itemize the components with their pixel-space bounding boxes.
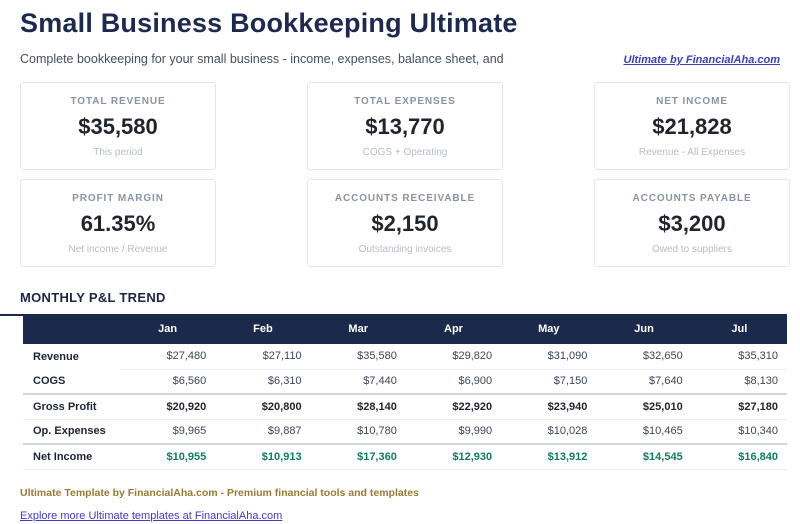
pnl-header-month: Jun: [596, 314, 692, 345]
pnl-header-month: Mar: [310, 314, 406, 345]
cell-value: $9,965: [120, 419, 216, 445]
cell-value: $25,010: [596, 393, 692, 420]
cell-value: $13,912: [501, 443, 597, 470]
kpi-value: $21,828: [652, 114, 732, 140]
cell-value: $8,130: [691, 369, 787, 395]
footer-tagline: Ultimate Template by FinancialAha.com - …: [20, 486, 419, 499]
pnl-header-month: Feb: [215, 314, 311, 345]
pnl-row-op-expenses: Op. Expenses $9,965 $9,887 $10,780 $9,99…: [23, 419, 787, 445]
cell-value: $10,955: [120, 443, 216, 470]
pnl-header-month: Apr: [405, 314, 502, 345]
row-label: Gross Profit: [23, 393, 120, 420]
explore-templates-link[interactable]: Explore more Ultimate templates at Finan…: [20, 509, 283, 522]
kpi-value: $3,200: [658, 211, 726, 237]
cell-value: $35,310: [691, 344, 787, 370]
cell-value: $27,180: [691, 393, 787, 420]
subtitle-row: Complete bookkeeping for your small busi…: [20, 52, 780, 66]
cell-value: $6,900: [405, 369, 502, 395]
kpi-label: TOTAL REVENUE: [70, 96, 166, 108]
cell-value: $23,940: [501, 393, 597, 420]
kpi-value: $35,580: [78, 114, 158, 140]
cell-value: $20,920: [120, 393, 216, 420]
pnl-header-month: May: [501, 314, 597, 345]
kpi-card-total-revenue: TOTAL REVENUE $35,580 This period: [20, 82, 216, 171]
pnl-header-month: Jan: [120, 314, 216, 345]
pnl-table-wrap: Jan Feb Mar Apr May Jun Jul Revenue $27,…: [0, 314, 787, 470]
cell-value: $6,560: [120, 369, 216, 395]
cell-value: $27,110: [215, 344, 311, 370]
cell-value: $22,920: [405, 393, 502, 420]
kpi-card-net-income: NET INCOME $21,828 Revenue - All Expense…: [594, 82, 790, 171]
kpi-label: PROFIT MARGIN: [72, 193, 164, 205]
cell-value: $6,310: [215, 369, 311, 395]
cell-value: $29,820: [405, 344, 502, 370]
pnl-header-month: Jul: [691, 314, 787, 345]
cell-value: $7,150: [501, 369, 597, 395]
pnl-header-row: Jan Feb Mar Apr May Jun Jul: [23, 314, 787, 345]
cell-value: $17,360: [310, 443, 406, 470]
kpi-label: ACCOUNTS RECEIVABLE: [334, 193, 476, 205]
kpi-label: TOTAL EXPENSES: [354, 96, 456, 108]
row-label: Op. Expenses: [33, 425, 106, 438]
ultimate-by-financialaha-link[interactable]: Ultimate by FinancialAha.com: [623, 54, 780, 67]
kpi-label: ACCOUNTS PAYABLE: [632, 193, 752, 205]
kpi-label: NET INCOME: [656, 96, 728, 108]
pnl-row-net-income: Net Income $10,955 $10,913 $17,360 $12,9…: [23, 443, 787, 470]
cell-value: $7,640: [596, 369, 692, 395]
kpi-sublabel: Owed to suppliers: [651, 244, 733, 256]
row-label: COGS: [33, 375, 66, 388]
kpi-sublabel: COGS + Operating: [362, 147, 448, 159]
cell-value: $10,780: [310, 419, 406, 445]
cell-value: $12,930: [405, 443, 502, 470]
kpi-value: $13,770: [365, 114, 445, 140]
kpi-card-profit-margin: PROFIT MARGIN 61.35% Net income / Revenu…: [20, 179, 216, 268]
row-label: Revenue: [33, 350, 79, 363]
kpi-value: 61.35%: [80, 211, 156, 237]
cell-value: $9,887: [215, 419, 311, 445]
page-title: Small Business Bookkeeping Ultimate: [20, 8, 518, 38]
pnl-row-revenue: Revenue $27,480 $27,110 $35,580 $29,820 …: [23, 344, 787, 370]
pnl-table: Jan Feb Mar Apr May Jun Jul Revenue $27,…: [23, 314, 787, 470]
cell-value: $10,340: [691, 419, 787, 445]
kpi-sublabel: Outstanding invoices: [358, 244, 452, 256]
pnl-row-gross-profit: Gross Profit $20,920 $20,800 $28,140 $22…: [23, 393, 787, 420]
row-label: Net Income: [23, 443, 120, 470]
kpi-sublabel: This period: [93, 147, 143, 159]
cell-value: $31,090: [501, 344, 597, 370]
pnl-row-cogs: COGS $6,560 $6,310 $7,440 $6,900 $7,150 …: [23, 369, 787, 395]
kpi-grid: TOTAL REVENUE $35,580 This period TOTAL …: [20, 82, 790, 268]
cell-value: $32,650: [596, 344, 692, 370]
page-subtitle: Complete bookkeeping for your small busi…: [20, 52, 504, 67]
kpi-sublabel: Revenue - All Expenses: [638, 147, 746, 159]
cell-value: $10,028: [501, 419, 597, 445]
pnl-section-heading: MONTHLY P&L TREND: [20, 290, 166, 306]
kpi-sublabel: Net income / Revenue: [68, 244, 168, 256]
cell-value: $27,480: [120, 344, 216, 370]
pnl-header-empty: [23, 314, 120, 345]
cell-value: $16,840: [691, 443, 787, 470]
kpi-card-accounts-payable: ACCOUNTS PAYABLE $3,200 Owed to supplier…: [594, 179, 790, 268]
cell-value: $14,545: [596, 443, 692, 470]
cell-value: $7,440: [310, 369, 406, 395]
kpi-card-accounts-receivable: ACCOUNTS RECEIVABLE $2,150 Outstanding i…: [307, 179, 503, 268]
cell-value: $28,140: [310, 393, 406, 420]
header: Small Business Bookkeeping Ultimate Comp…: [0, 0, 800, 66]
cell-value: $10,465: [596, 419, 692, 445]
cell-value: $10,913: [215, 443, 311, 470]
cell-value: $9,990: [405, 419, 502, 445]
kpi-card-total-expenses: TOTAL EXPENSES $13,770 COGS + Operating: [307, 82, 503, 171]
cell-value: $20,800: [215, 393, 311, 420]
kpi-value: $2,150: [371, 211, 439, 237]
cell-value: $35,580: [310, 344, 406, 370]
